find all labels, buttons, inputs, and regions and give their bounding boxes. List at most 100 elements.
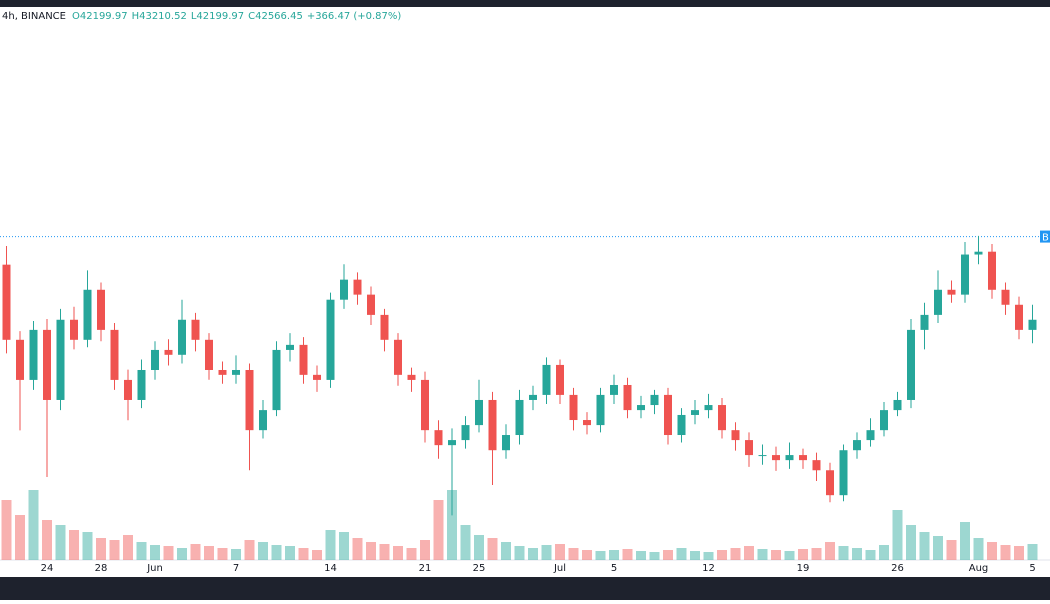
- x-tick-label: 21: [419, 563, 432, 574]
- volume-bar: [744, 546, 754, 560]
- candle-body: [556, 364, 564, 395]
- x-tick-label: 5: [611, 563, 617, 574]
- volume-bar: [825, 542, 835, 560]
- candle-body: [934, 289, 942, 315]
- x-tick-label: Jun: [146, 563, 163, 574]
- candle-body: [974, 251, 983, 255]
- candle-body: [488, 399, 497, 451]
- candle-body: [812, 460, 821, 471]
- top-bar: [0, 0, 1050, 7]
- volume-bar: [231, 549, 241, 560]
- volume-bar: [798, 549, 808, 560]
- candle-body: [205, 339, 213, 370]
- change-value: +366.47 (+0.87%): [307, 11, 402, 22]
- candle-body: [799, 455, 807, 461]
- volume-bar: [190, 544, 201, 560]
- candle-body: [610, 384, 618, 395]
- volume-bar: [339, 532, 349, 560]
- candle-body: [164, 349, 173, 355]
- volume-bar: [717, 550, 727, 560]
- candle-body: [961, 254, 969, 295]
- x-tick-label: Jul: [553, 563, 566, 574]
- x-tick-label: 26: [891, 563, 904, 574]
- volume-bar: [204, 546, 214, 560]
- price-badge: [1040, 230, 1050, 243]
- volume-bar: [379, 544, 390, 560]
- candle-body: [232, 369, 240, 375]
- volume-bar: [906, 525, 916, 560]
- volume-bar: [1, 500, 12, 560]
- candle-body: [178, 319, 186, 355]
- volume-bar: [987, 542, 997, 560]
- candle-body: [515, 399, 524, 436]
- x-tick-label: 28: [95, 563, 108, 574]
- bottom-bar: [0, 577, 1050, 600]
- candle-body: [1001, 289, 1010, 305]
- volume-bar: [663, 550, 673, 560]
- candle-body: [110, 329, 119, 380]
- candle-body: [677, 414, 686, 436]
- volume-bar: [82, 532, 93, 560]
- volume-bar: [879, 545, 889, 560]
- volume-bar: [595, 551, 606, 560]
- volume-bar: [636, 551, 646, 560]
- volume-bar: [622, 549, 633, 560]
- volume-bar: [474, 535, 484, 560]
- candle-body: [83, 289, 92, 340]
- candle-body: [569, 394, 578, 421]
- volume-bar: [811, 548, 822, 560]
- volume-bar: [541, 545, 552, 560]
- candle-body: [866, 430, 875, 441]
- candle-body: [245, 369, 254, 431]
- volume-bar: [352, 538, 363, 560]
- candle-body: [772, 455, 780, 461]
- volume-bar: [852, 548, 862, 560]
- candle-body: [839, 450, 848, 496]
- candle-body: [596, 394, 605, 426]
- candle-body: [664, 394, 672, 436]
- volume-bar: [1014, 546, 1024, 560]
- candle-body: [448, 440, 456, 446]
- candle-body: [56, 319, 65, 400]
- candle-body: [407, 374, 416, 380]
- volume-bar: [771, 550, 781, 560]
- x-tick-label: 25: [473, 563, 486, 574]
- candle-body: [880, 410, 888, 431]
- x-tick-label: 12: [702, 563, 715, 574]
- volume-bar: [676, 548, 687, 560]
- volume-bar: [433, 500, 444, 560]
- candle-body: [947, 289, 956, 295]
- volume-bar: [1027, 544, 1038, 560]
- candle-body: [583, 420, 591, 426]
- volume-bar: [528, 548, 538, 560]
- volume-bar: [15, 515, 25, 560]
- candle-body: [745, 440, 753, 456]
- candle-body: [691, 410, 699, 415]
- volume-bar: [312, 550, 322, 560]
- volume-bar: [784, 551, 795, 560]
- volume-bar: [69, 530, 79, 560]
- candle-body: [70, 319, 78, 340]
- volume-bar: [487, 538, 498, 560]
- candle-body: [893, 399, 902, 411]
- candle-body: [758, 455, 767, 457]
- candle-body: [272, 349, 281, 411]
- candle-body: [43, 329, 51, 400]
- candle-body: [637, 405, 645, 411]
- volume-bar: [501, 542, 511, 560]
- volume-bar: [217, 548, 228, 560]
- volume-bar: [244, 540, 255, 560]
- candle-body: [340, 279, 348, 300]
- candle-body: [367, 294, 375, 315]
- x-tick-label: 24: [41, 563, 54, 574]
- x-tick-label: 7: [233, 563, 239, 574]
- volume-bar: [163, 546, 174, 560]
- volume-bar: [865, 550, 876, 560]
- low-value: L42199.97: [191, 11, 244, 22]
- candle-body: [1015, 304, 1023, 330]
- volume-bar: [690, 551, 700, 560]
- candle-body: [502, 435, 510, 451]
- volume-bar: [649, 552, 660, 560]
- volume-bar: [973, 538, 984, 560]
